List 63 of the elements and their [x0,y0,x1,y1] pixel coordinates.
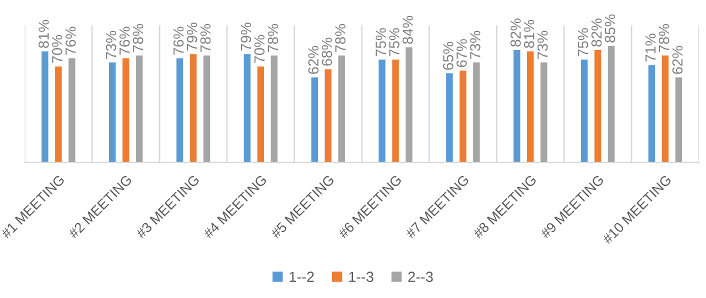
bar [324,69,332,162]
bar [580,60,588,162]
bar [378,60,386,162]
legend-label: 2--3 [408,272,433,282]
bar [460,70,466,162]
bar [392,60,399,162]
bar [338,55,345,162]
bar [42,51,48,162]
data-label: 62% [308,46,319,74]
data-label: 73% [470,30,480,59]
data-label: 75% [376,28,386,56]
data-label: 82% [510,18,521,47]
bar [473,62,480,162]
legend-label: 1--3 [349,272,374,282]
data-label: 78% [335,24,346,52]
bar [648,65,656,162]
bar [662,55,669,162]
bar [55,66,62,162]
data-label: 82% [591,18,602,47]
data-label: 76% [65,26,76,55]
data-label: 78% [268,24,278,52]
data-label: 70% [254,35,265,63]
data-label: 81% [38,20,49,48]
bar [203,55,210,162]
bar [311,77,318,162]
bar [675,77,682,162]
data-label: 75% [389,28,400,56]
bar [122,58,130,162]
legend-label: 1--2 [290,272,314,282]
data-label: 84% [402,16,413,44]
data-label: 71% [645,34,656,62]
data-label: 81% [524,20,534,48]
data-label: 67% [456,39,467,68]
data-label: 78% [200,24,211,52]
bar [514,50,520,162]
bar [406,47,412,162]
data-label: 78% [132,24,144,52]
bar [68,58,76,162]
data-label: 70% [52,35,62,63]
bar [190,54,197,162]
bar [270,55,278,162]
bar [108,62,116,162]
bar [540,62,548,162]
data-label: 62% [672,46,683,74]
data-label: 76% [173,26,184,55]
bar [527,51,534,162]
bar [608,46,615,162]
bar [176,58,184,162]
data-label: 68% [322,38,332,66]
bar [244,54,251,162]
data-label: 73% [106,30,116,59]
data-label: 85% [604,14,616,42]
data-label: 75% [578,28,588,56]
data-label: 65% [443,42,454,70]
bar [594,50,602,162]
bar [257,66,264,162]
bar [446,73,453,162]
bar [136,55,143,162]
data-label: 79% [186,22,198,51]
data-label: 76% [119,26,130,55]
data-label: 73% [537,30,548,59]
data-label: 78% [658,24,670,52]
data-label: 79% [240,22,252,51]
